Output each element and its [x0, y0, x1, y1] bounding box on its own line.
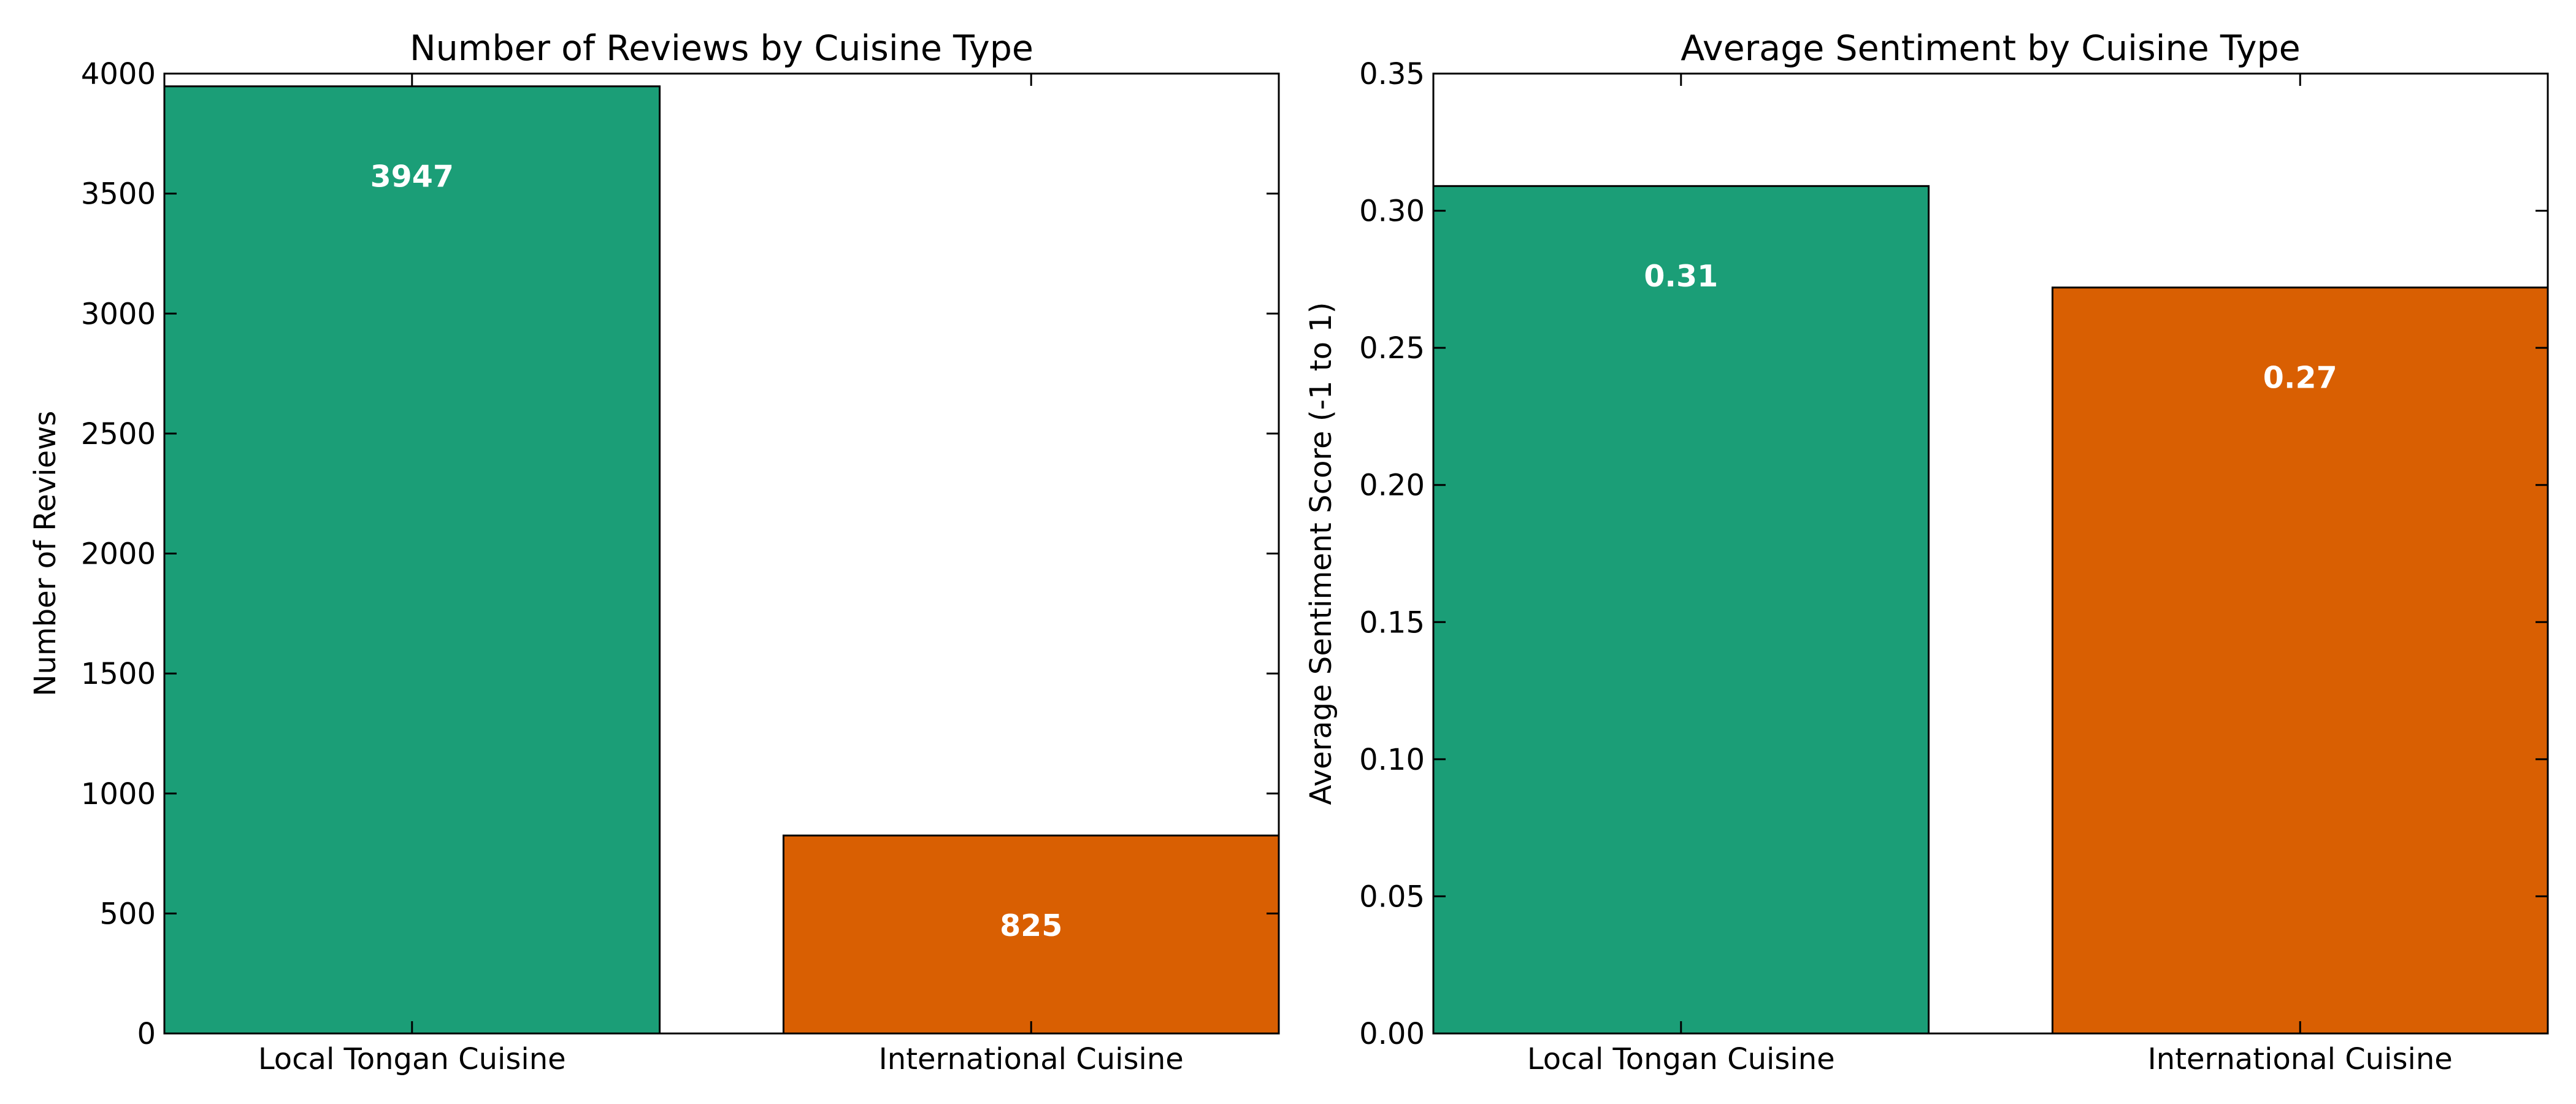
y-axis-label: Number of Reviews	[28, 411, 63, 697]
y-tick-label: 0.00	[1359, 1017, 1425, 1051]
y-tick-label: 3500	[81, 177, 156, 212]
x-tick-label: International Cuisine	[2148, 1042, 2453, 1076]
y-tick-label: 500	[99, 897, 156, 931]
reviews-count-chart: 3947 825 0 500 1000 1500 2000 2500 3000 3500 4000 L…	[28, 28, 1280, 1076]
bar-value-label-1: 0.27	[2263, 360, 2337, 395]
y-tick-label: 3000	[81, 297, 156, 331]
y-tick-label: 0.10	[1359, 743, 1425, 777]
y-tick-label: 0.30	[1359, 194, 1425, 229]
y-tick-label: 0.35	[1359, 57, 1425, 91]
chart-title: Number of Reviews by Cuisine Type	[410, 28, 1033, 69]
plot-frame	[1432, 72, 2549, 1035]
bar-0	[163, 85, 661, 1035]
y-tick-label: 0.20	[1359, 469, 1425, 503]
bar-1	[782, 834, 1280, 1035]
bar-1	[2051, 286, 2549, 1035]
x-tick-label: Local Tongan Cuisine	[1527, 1042, 1835, 1076]
bar-value-label-0: 3947	[370, 159, 454, 194]
x-tick-label: International Cuisine	[879, 1042, 1184, 1076]
y-tick-label: 2000	[81, 537, 156, 572]
bar-value-label-1: 825	[1000, 908, 1062, 943]
y-tick-label: 0.05	[1359, 880, 1425, 914]
y-tick-label: 2500	[81, 417, 156, 451]
y-axis-label: Average Sentiment Score (-1 to 1)	[1304, 302, 1338, 805]
y-tick-label: 0.25	[1359, 331, 1425, 366]
y-tick-label: 4000	[81, 57, 156, 91]
y-tick-label: 1500	[81, 657, 156, 691]
sentiment-chart: 0.31 0.27 0.00 0.05 0.10 0.15 0.20 0.25 0.30 0.35…	[1304, 28, 2549, 1076]
y-tick-label: 0	[137, 1017, 156, 1051]
x-tick-label: Local Tongan Cuisine	[258, 1042, 566, 1076]
bar-0	[1432, 185, 1930, 1035]
bar-value-label-0: 0.31	[1644, 259, 1718, 294]
chart-title: Average Sentiment by Cuisine Type	[1681, 28, 2301, 69]
y-tick-label: 0.15	[1359, 605, 1425, 640]
y-tick-label: 1000	[81, 777, 156, 811]
